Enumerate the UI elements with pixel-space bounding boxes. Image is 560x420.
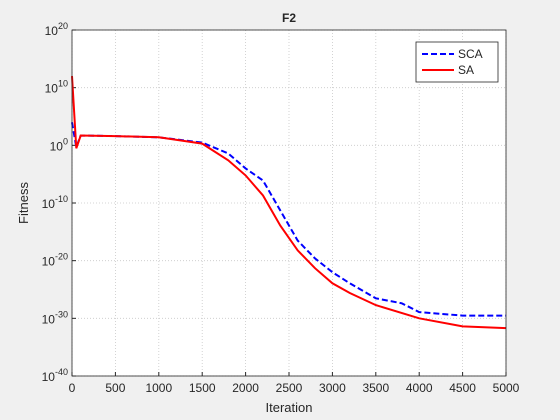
x-tick-label: 2000: [232, 381, 259, 395]
x-tick-label: 3500: [362, 381, 389, 395]
x-tick-label: 5000: [493, 381, 520, 395]
x-tick-label: 1500: [189, 381, 216, 395]
plot-frame: [71, 29, 507, 377]
x-tick-label: 4000: [406, 381, 433, 395]
x-tick-label: 500: [105, 381, 125, 395]
x-tick-label: 0: [69, 381, 76, 395]
x-tick-label: 2500: [276, 381, 303, 395]
x-tick-label: 1000: [145, 381, 172, 395]
line-series: [71, 76, 507, 330]
x-tick-label: 3000: [319, 381, 346, 395]
legend-label: SCA: [458, 47, 483, 61]
legend-label: SA: [458, 63, 474, 77]
x-tick-label: 4500: [449, 381, 476, 395]
y-axis-label: Fitness: [16, 182, 31, 224]
chart-title: F2: [282, 11, 296, 25]
legend-box: [415, 41, 499, 83]
x-axis-label: Iteration: [266, 400, 313, 415]
